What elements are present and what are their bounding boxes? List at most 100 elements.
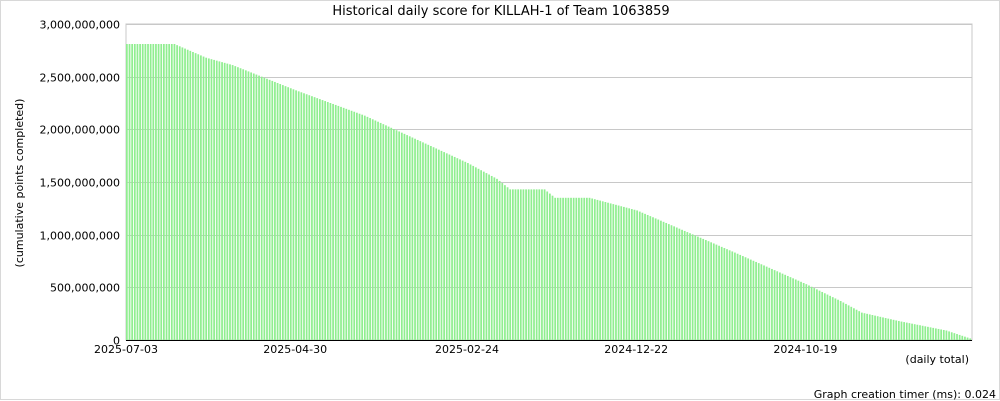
bar bbox=[588, 197, 591, 340]
bar bbox=[276, 82, 279, 341]
y-tick-label: 2,000,000,000 bbox=[40, 124, 120, 137]
x-axis-label: (daily total) bbox=[905, 353, 969, 366]
bar bbox=[609, 203, 612, 340]
bar bbox=[292, 89, 295, 340]
y-tick-label: 1,000,000,000 bbox=[40, 230, 120, 243]
bar bbox=[305, 94, 308, 340]
bar bbox=[776, 271, 779, 340]
bar bbox=[366, 116, 369, 340]
bar bbox=[604, 202, 607, 340]
bar bbox=[818, 290, 821, 340]
bar bbox=[591, 198, 594, 340]
bar bbox=[538, 189, 541, 340]
bar bbox=[459, 159, 461, 340]
bar bbox=[823, 293, 826, 340]
bar bbox=[170, 44, 173, 340]
bar bbox=[937, 328, 940, 340]
bar bbox=[715, 244, 718, 340]
bar bbox=[874, 315, 876, 340]
bar bbox=[318, 99, 321, 340]
bar bbox=[316, 98, 319, 340]
bar bbox=[895, 320, 898, 340]
y-tick-label: 0 bbox=[113, 335, 120, 348]
bar bbox=[580, 197, 583, 340]
bar bbox=[281, 85, 284, 340]
bar bbox=[176, 45, 178, 341]
bar bbox=[800, 281, 802, 340]
bar bbox=[683, 230, 686, 340]
bar bbox=[546, 191, 549, 340]
bar bbox=[678, 228, 681, 340]
bar bbox=[578, 197, 580, 340]
bar bbox=[160, 44, 163, 340]
bar bbox=[855, 309, 858, 340]
bar bbox=[760, 264, 763, 340]
bar bbox=[490, 175, 493, 340]
bar bbox=[284, 86, 287, 341]
bar bbox=[221, 62, 223, 340]
bar bbox=[194, 53, 197, 340]
bar bbox=[250, 72, 252, 340]
bar bbox=[660, 220, 662, 340]
bar bbox=[670, 225, 673, 340]
bar bbox=[128, 44, 131, 340]
bar bbox=[966, 337, 969, 340]
bar bbox=[379, 122, 382, 341]
bar bbox=[255, 74, 258, 340]
bar bbox=[173, 44, 176, 340]
bar bbox=[847, 305, 850, 340]
x-tick-label: 2025-07-03 bbox=[94, 343, 158, 356]
bar bbox=[969, 338, 972, 340]
bar bbox=[623, 206, 625, 340]
bar bbox=[393, 129, 395, 340]
bar bbox=[662, 221, 665, 340]
bar bbox=[464, 161, 467, 340]
bar bbox=[630, 209, 633, 340]
bar bbox=[834, 298, 837, 340]
bar bbox=[866, 313, 868, 340]
bar bbox=[527, 189, 530, 340]
chart-title: Historical daily score for KILLAH-1 of T… bbox=[332, 4, 669, 19]
bar bbox=[342, 107, 345, 340]
bar bbox=[850, 306, 853, 340]
bar bbox=[699, 237, 702, 340]
bar bbox=[792, 278, 794, 340]
bar bbox=[403, 133, 406, 340]
bar bbox=[509, 189, 512, 340]
bar bbox=[961, 335, 964, 340]
bar bbox=[768, 267, 771, 340]
bar bbox=[948, 331, 950, 340]
bar bbox=[234, 66, 237, 340]
bar bbox=[266, 78, 268, 341]
bar bbox=[572, 197, 575, 340]
bar bbox=[879, 316, 882, 340]
bar bbox=[197, 54, 200, 340]
bar bbox=[406, 135, 408, 340]
bar bbox=[223, 62, 226, 341]
bar bbox=[517, 189, 520, 340]
bar bbox=[697, 236, 699, 340]
bar bbox=[485, 173, 488, 340]
bar bbox=[741, 256, 744, 340]
bar bbox=[205, 57, 208, 341]
bar bbox=[390, 127, 393, 340]
bar bbox=[927, 326, 929, 340]
bar bbox=[712, 243, 715, 340]
bar bbox=[374, 120, 377, 340]
bar bbox=[427, 144, 430, 340]
bar bbox=[361, 114, 364, 340]
bar bbox=[771, 268, 773, 340]
bar bbox=[229, 64, 231, 340]
bar bbox=[860, 312, 863, 340]
bar bbox=[652, 217, 654, 340]
x-tick-label: 2024-10-19 bbox=[773, 343, 837, 356]
bar bbox=[940, 329, 943, 340]
bar bbox=[752, 260, 755, 340]
bar bbox=[757, 263, 760, 340]
bar bbox=[363, 115, 366, 340]
bar bbox=[916, 324, 919, 340]
bar bbox=[400, 132, 403, 340]
bar bbox=[763, 265, 765, 340]
bar bbox=[897, 321, 900, 340]
